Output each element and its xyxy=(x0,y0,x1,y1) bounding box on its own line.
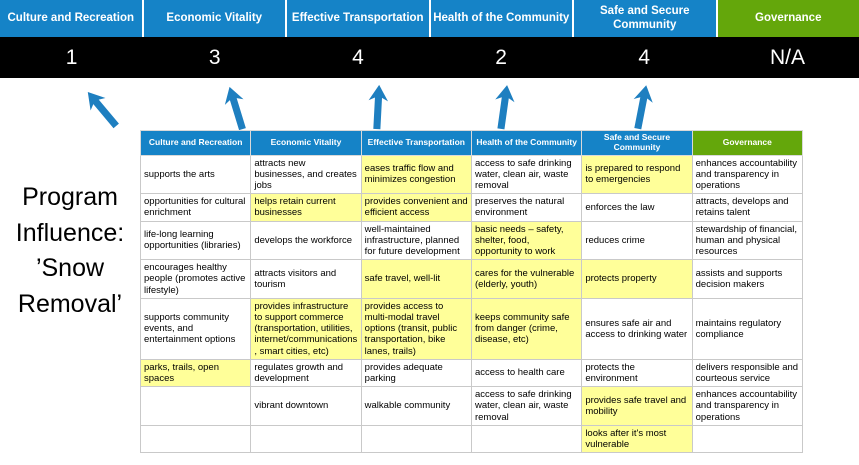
scoreboard-header-culture-and-recreation: Culture and Recreation xyxy=(0,0,142,37)
scoreboard-header-health-of-the-community: Health of the Community xyxy=(430,0,572,37)
matrix-cell: eases traffic flow and minimizes congest… xyxy=(360,154,472,195)
matrix-row-5: supports community events, and entertain… xyxy=(139,297,804,360)
matrix-cell: parks, trails, open spaces xyxy=(139,358,252,388)
score-economic-vitality: 3 xyxy=(208,45,221,69)
score-culture-and-recreation: 1 xyxy=(65,45,78,69)
up-arrow-icon xyxy=(87,92,119,129)
score-effective-transportation: 4 xyxy=(352,45,364,69)
matrix-cell xyxy=(139,386,252,426)
matrix-cell: keeps community safe from danger (crime,… xyxy=(470,297,583,360)
matrix-cell: develops the workforce xyxy=(250,220,362,261)
matrix-cell: attracts visitors and tourism xyxy=(250,259,362,299)
matrix-cell: access to safe drinking water, clean air… xyxy=(470,386,583,426)
matrix-cell: provides safe travel and mobility xyxy=(581,386,693,426)
influence-matrix: Culture and Recreation Economic Vitality E… xyxy=(139,130,804,454)
matrix-cell xyxy=(470,424,583,454)
scoreboard-header-governance: Governance xyxy=(717,0,859,37)
matrix-col-header-health-of-the-community: Health of the Community xyxy=(470,130,583,156)
score-health-of-the-community: 2 xyxy=(495,45,507,69)
matrix-body: supports the arts attracts new businesses… xyxy=(139,154,804,454)
scoreboard-header-safe-and-secure-community: Safe and Secure Community xyxy=(574,0,716,37)
matrix-cell: basic needs – safety, shelter, food, opp… xyxy=(470,220,583,261)
matrix-row-3: life-long learning opportunities (librar… xyxy=(139,220,804,261)
matrix-cell: protects property xyxy=(581,259,693,299)
matrix-cell: protects the environment xyxy=(581,358,693,388)
scoreboard-header-economic-vitality: Economic Vitality xyxy=(143,0,285,37)
matrix-cell xyxy=(250,424,362,454)
matrix-cell: provides convenient and efficient access xyxy=(360,193,472,222)
matrix-cell: assists and supports decision makers xyxy=(691,259,804,299)
scoreboard-header-effective-transportation: Effective Transportation xyxy=(287,0,429,37)
scoreboard-scores: 1 3 4 2 4 N/A xyxy=(0,37,859,78)
matrix-cell: delivers responsible and courteous servi… xyxy=(691,358,804,388)
matrix-cell: provides infrastructure to support comme… xyxy=(250,297,362,360)
up-arrow-icon xyxy=(633,85,653,130)
matrix-cell: looks after it's most vulnerable xyxy=(581,424,693,454)
matrix-col-header-culture-and-recreation: Culture and Recreation xyxy=(139,130,252,156)
matrix-cell: preserves the natural environment xyxy=(470,193,583,222)
matrix-cell: life-long learning opportunities (librar… xyxy=(139,220,252,261)
matrix-col-header-governance: Governance xyxy=(691,130,804,156)
matrix-cell: supports community events, and entertain… xyxy=(139,297,252,360)
matrix-cell: provides adequate parking xyxy=(360,358,472,388)
matrix-cell: access to health care xyxy=(470,358,583,388)
matrix-row-2: opportunities for cultural enrichment hel… xyxy=(139,193,804,222)
score-safe-and-secure-community: 4 xyxy=(638,45,651,69)
page-title: Program Influence: ’Snow Removal’ xyxy=(15,183,125,318)
matrix-cell: attracts, develops and retains talent xyxy=(691,193,804,222)
matrix-cell: is prepared to respond to emergencies xyxy=(581,154,693,195)
matrix-row-8: looks after it's most vulnerable xyxy=(139,424,804,454)
matrix-cell: opportunities for cultural enrichment xyxy=(139,193,252,222)
matrix-row-6: parks, trails, open spaces regulates grow… xyxy=(139,358,804,388)
matrix-row-1: supports the arts attracts new businesses… xyxy=(139,154,804,195)
matrix-cell xyxy=(360,424,472,454)
up-arrow-icon xyxy=(495,85,515,130)
matrix-header-row: Culture and Recreation Economic Vitality E… xyxy=(139,130,804,156)
matrix-cell: walkable community xyxy=(360,386,472,426)
matrix-cell: provides access to multi-modal travel op… xyxy=(360,297,472,360)
matrix-cell: enhances accountability and transparency… xyxy=(691,386,804,426)
matrix-cell: helps retain current businesses xyxy=(250,193,362,222)
matrix-cell: enhances accountability and transparency… xyxy=(691,154,804,195)
matrix-cell: maintains regulatory compliance xyxy=(691,297,804,360)
up-arrow-icon xyxy=(368,84,389,130)
matrix-cell: encourages healthy people (promotes acti… xyxy=(139,259,252,299)
matrix-cell: cares for the vulnerable (elderly, youth… xyxy=(470,259,583,299)
matrix-cell: stewardship of financial, human and phys… xyxy=(691,220,804,261)
score-governance: N/A xyxy=(769,45,805,69)
matrix-cell: access to safe drinking water, clean air… xyxy=(470,154,583,195)
matrix-col-header-economic-vitality: Economic Vitality xyxy=(250,130,362,156)
matrix-cell: enforces the law xyxy=(581,193,693,222)
matrix-cell: safe travel, well-lit xyxy=(360,259,472,299)
matrix-row-7: vibrant downtown walkable community access… xyxy=(139,386,804,426)
matrix-cell: reduces crime xyxy=(581,220,693,261)
matrix-row-4: encourages healthy people (promotes acti… xyxy=(139,259,804,299)
matrix-cell: vibrant downtown xyxy=(250,386,362,426)
matrix-cell: attracts new businesses, and creates job… xyxy=(250,154,362,195)
matrix-col-header-effective-transportation: Effective Transportation xyxy=(360,130,472,156)
matrix-cell: supports the arts xyxy=(139,154,252,195)
matrix-cell: ensures safe air and access to drinking … xyxy=(581,297,693,360)
matrix-cell xyxy=(691,424,804,454)
matrix-cell: well-maintained infrastructure, planned … xyxy=(360,220,472,261)
matrix-cell xyxy=(139,424,252,454)
matrix-cell: regulates growth and development xyxy=(250,358,362,388)
matrix-col-header-safe-and-secure-community: Safe and Secure Community xyxy=(581,130,693,156)
up-arrow-icon xyxy=(224,86,246,131)
scoreboard-headers: Culture and Recreation Economic Vitality E… xyxy=(0,0,859,37)
